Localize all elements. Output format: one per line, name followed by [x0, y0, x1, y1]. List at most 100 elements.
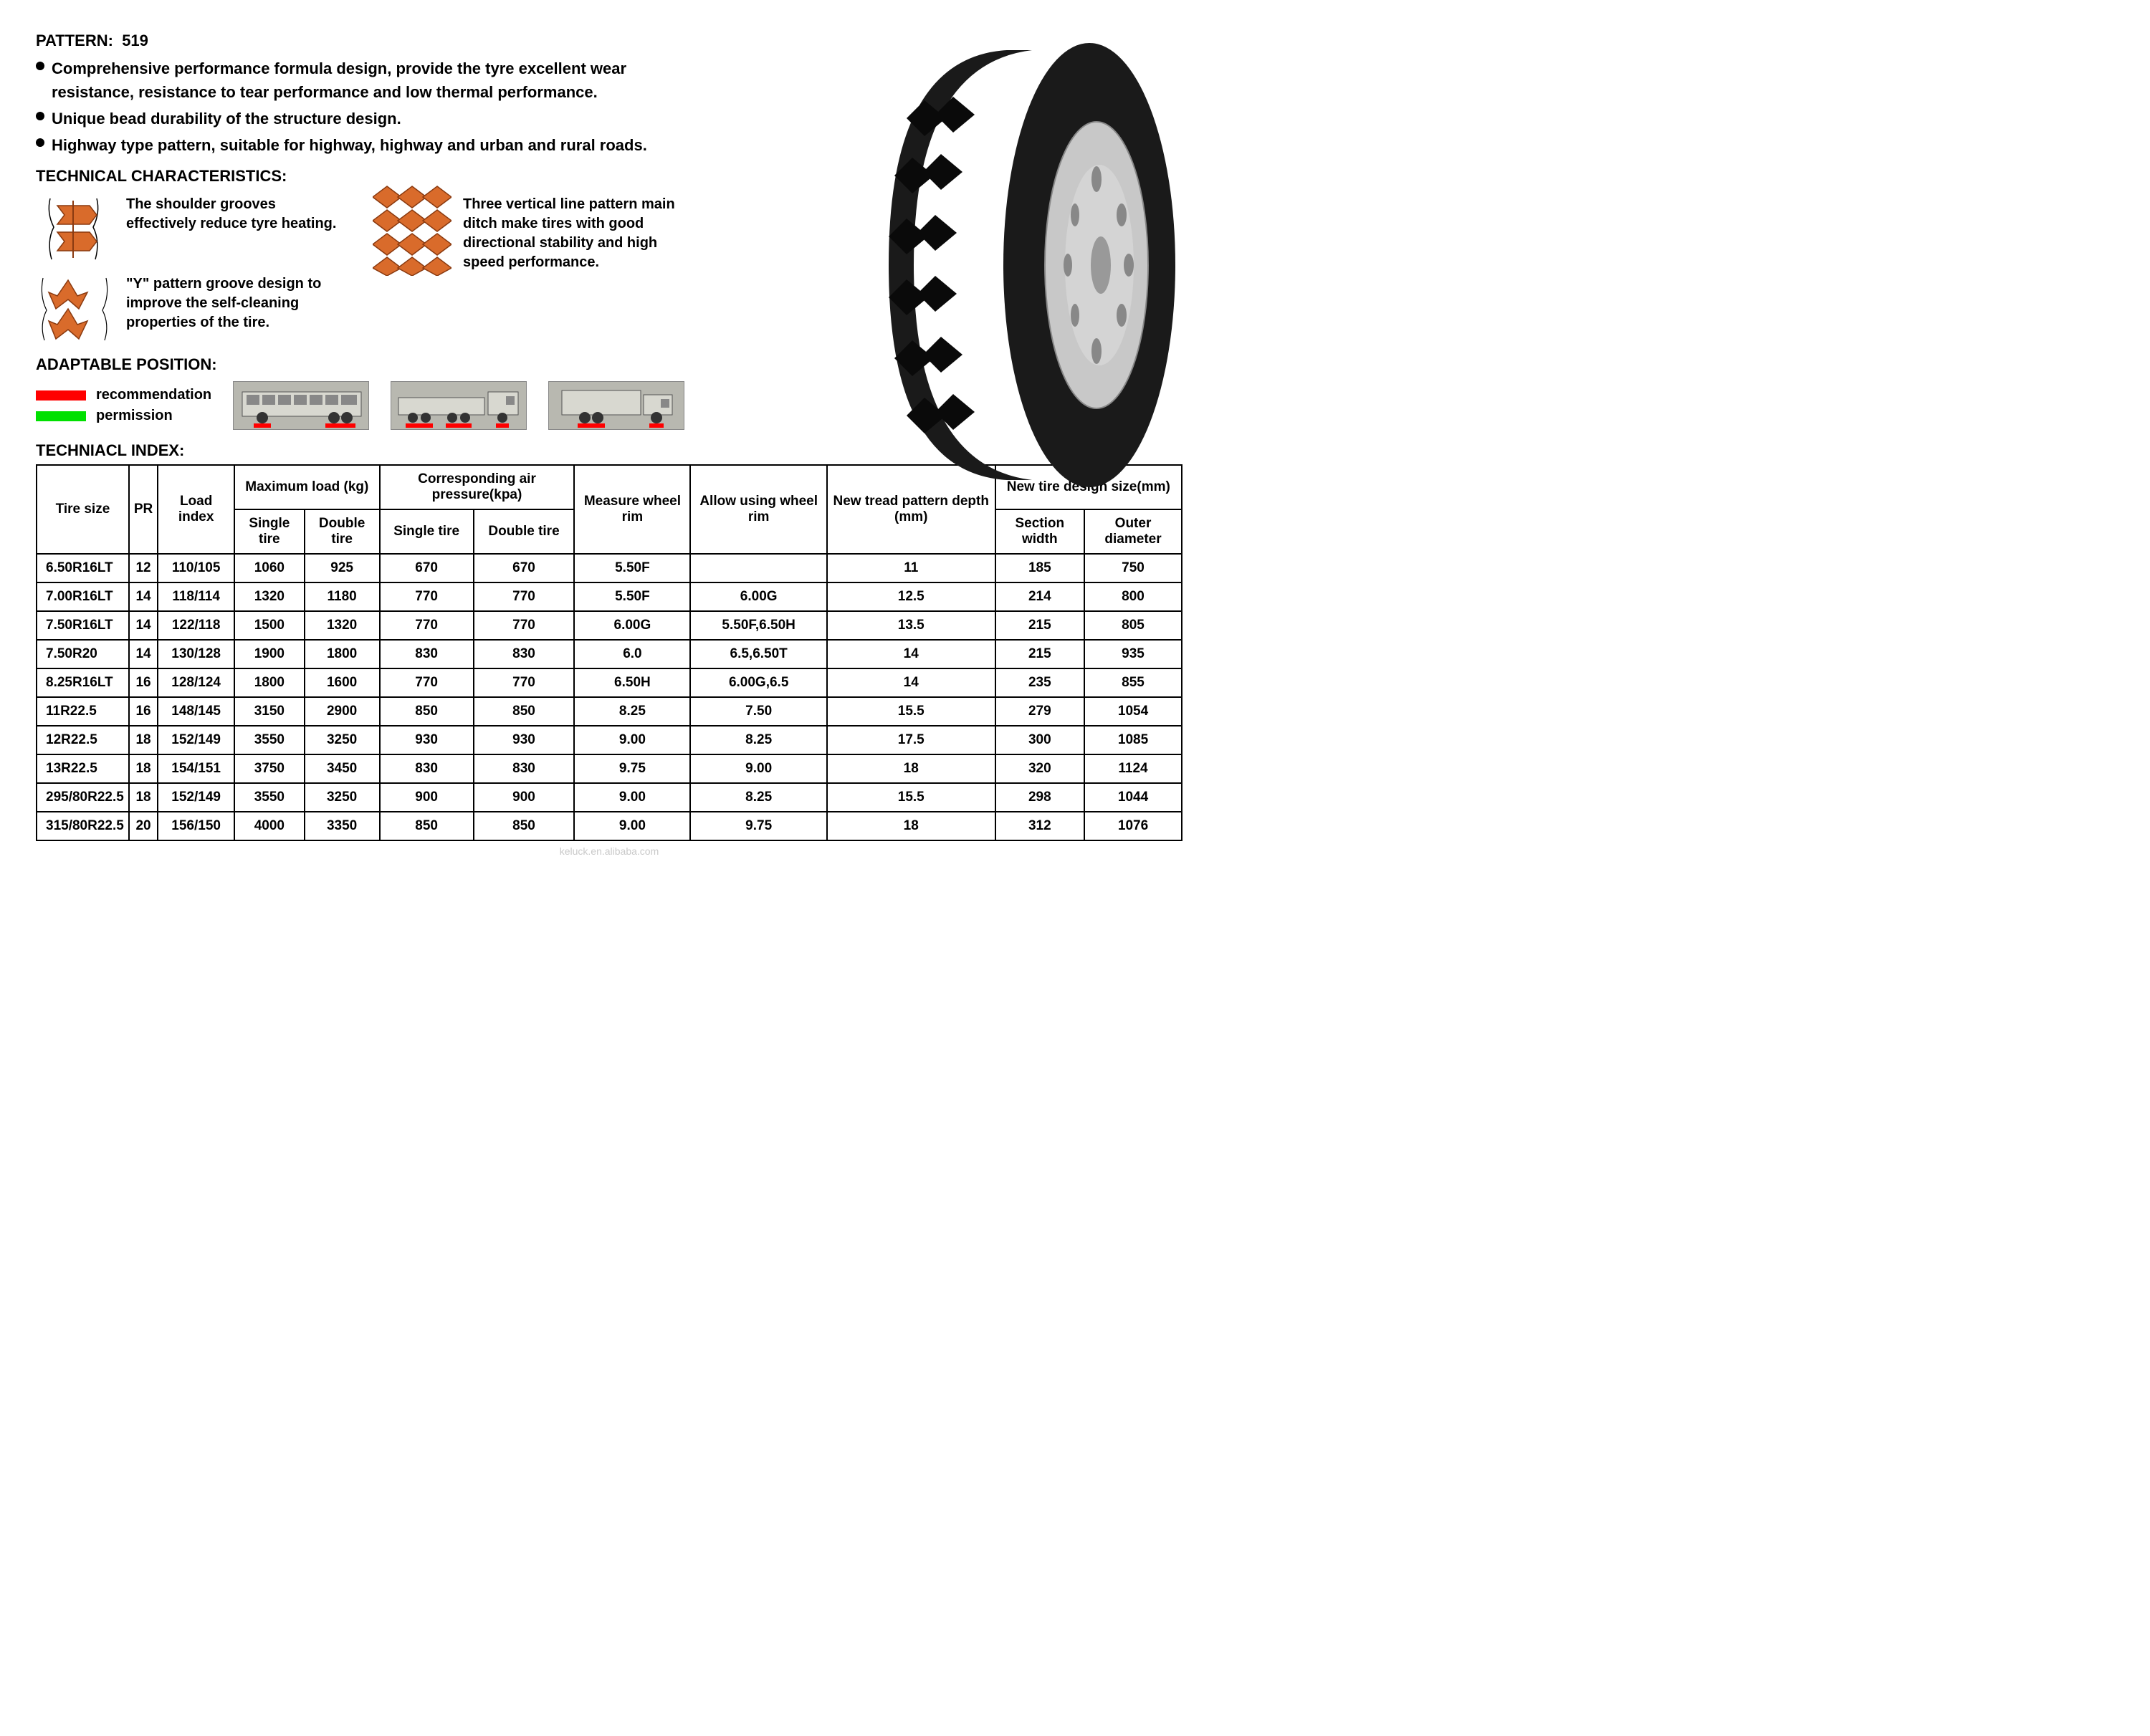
cell-td: 14	[827, 640, 995, 668]
cell-mr: 9.00	[574, 726, 690, 754]
tech-item-shoulder: The shoulder grooves effectively reduce …	[36, 195, 344, 263]
cell-size: 8.25R16LT	[37, 668, 129, 697]
cell-ml_s: 1060	[234, 554, 305, 582]
tech-text: The shoulder grooves effectively reduce …	[126, 195, 344, 234]
cell-pr: 14	[129, 611, 158, 640]
bullet-icon	[36, 62, 44, 70]
tech-item-y-pattern: "Y" pattern groove design to improve the…	[36, 274, 344, 342]
header-block: PATTERN: 519 Comprehensive performance f…	[36, 29, 681, 188]
legend-permission: permission	[36, 408, 211, 424]
cell-ar: 8.25	[690, 726, 827, 754]
cell-td: 17.5	[827, 726, 995, 754]
bullet-text: Comprehensive performance formula design…	[52, 57, 681, 104]
cell-sw: 215	[995, 640, 1084, 668]
vertical-pattern-icon	[373, 195, 452, 263]
cell-od: 855	[1084, 668, 1182, 697]
cell-ml_s: 3150	[234, 697, 305, 726]
table-row: 7.00R16LT14118/114132011807707705.50F6.0…	[37, 582, 1182, 611]
cell-od: 1085	[1084, 726, 1182, 754]
cell-ml_d: 925	[305, 554, 380, 582]
cell-li: 152/149	[158, 726, 234, 754]
cell-ap_d: 670	[474, 554, 575, 582]
bullet-text: Highway type pattern, suitable for highw…	[52, 133, 647, 157]
th-single-tire: Single tire	[380, 509, 474, 554]
cell-ml_s: 1800	[234, 668, 305, 697]
cell-size: 6.50R16LT	[37, 554, 129, 582]
tire-product-image	[867, 36, 1182, 494]
cell-ar: 6.5,6.50T	[690, 640, 827, 668]
cell-ml_d: 3250	[305, 726, 380, 754]
legend-recommendation: recommendation	[36, 387, 211, 403]
cell-size: 7.00R16LT	[37, 582, 129, 611]
th-load-index: Load index	[158, 465, 234, 554]
cell-pr: 18	[129, 726, 158, 754]
cell-td: 15.5	[827, 783, 995, 812]
cell-od: 935	[1084, 640, 1182, 668]
cell-ap_s: 900	[380, 783, 474, 812]
cell-od: 1044	[1084, 783, 1182, 812]
cell-ml_s: 1320	[234, 582, 305, 611]
cell-li: 154/151	[158, 754, 234, 783]
cell-pr: 16	[129, 697, 158, 726]
cell-size: 295/80R22.5	[37, 783, 129, 812]
cell-od: 750	[1084, 554, 1182, 582]
cell-ap_d: 900	[474, 783, 575, 812]
cell-ml_d: 1180	[305, 582, 380, 611]
bullet-3: Highway type pattern, suitable for highw…	[36, 133, 681, 157]
cell-od: 1076	[1084, 812, 1182, 840]
cell-od: 805	[1084, 611, 1182, 640]
cell-od: 800	[1084, 582, 1182, 611]
cell-ap_d: 770	[474, 582, 575, 611]
th-double-tire: Double tire	[305, 509, 380, 554]
cell-ml_s: 1500	[234, 611, 305, 640]
cell-td: 18	[827, 812, 995, 840]
table-row: 6.50R16LT12110/10510609256706705.50F1118…	[37, 554, 1182, 582]
cell-td: 13.5	[827, 611, 995, 640]
th-measure-rim: Measure wheel rim	[574, 465, 690, 554]
bullet-2: Unique bead durability of the structure …	[36, 107, 681, 130]
cell-sw: 320	[995, 754, 1084, 783]
cell-size: 12R22.5	[37, 726, 129, 754]
cell-ml_d: 2900	[305, 697, 380, 726]
green-swatch-icon	[36, 411, 86, 421]
cell-pr: 14	[129, 640, 158, 668]
cell-ar: 6.00G	[690, 582, 827, 611]
cell-mr: 8.25	[574, 697, 690, 726]
shoulder-groove-icon	[36, 195, 115, 263]
cell-ap_d: 830	[474, 640, 575, 668]
cell-ml_d: 3450	[305, 754, 380, 783]
th-tire-size: Tire size	[37, 465, 129, 554]
bullet-icon	[36, 112, 44, 120]
cell-od: 1054	[1084, 697, 1182, 726]
th-air-pressure: Corresponding air pressure(kpa)	[380, 465, 575, 509]
cell-size: 315/80R22.5	[37, 812, 129, 840]
cell-mr: 9.75	[574, 754, 690, 783]
cell-pr: 18	[129, 783, 158, 812]
cell-li: 152/149	[158, 783, 234, 812]
cell-ap_d: 770	[474, 668, 575, 697]
red-swatch-icon	[36, 390, 86, 401]
th-pr: PR	[129, 465, 158, 554]
legend-label: permission	[96, 408, 173, 424]
watermark: keluck.en.alibaba.com	[36, 845, 1182, 857]
cell-ap_s: 770	[380, 582, 474, 611]
technical-index-table: Tire size PR Load index Maximum load (kg…	[36, 464, 1182, 841]
pattern-label: PATTERN:	[36, 32, 113, 49]
cell-li: 130/128	[158, 640, 234, 668]
cell-ml_s: 3750	[234, 754, 305, 783]
cell-pr: 18	[129, 754, 158, 783]
cell-li: 156/150	[158, 812, 234, 840]
cell-ml_d: 1600	[305, 668, 380, 697]
bullet-icon	[36, 138, 44, 147]
cell-pr: 14	[129, 582, 158, 611]
vehicle-icons	[233, 381, 684, 430]
cell-mr: 9.00	[574, 783, 690, 812]
cell-ap_s: 830	[380, 640, 474, 668]
cell-ml_s: 4000	[234, 812, 305, 840]
cell-od: 1124	[1084, 754, 1182, 783]
cell-ap_s: 850	[380, 697, 474, 726]
cell-size: 7.50R16LT	[37, 611, 129, 640]
th-outer-diameter: Outer diameter	[1084, 509, 1182, 554]
cell-td: 11	[827, 554, 995, 582]
cell-td: 18	[827, 754, 995, 783]
